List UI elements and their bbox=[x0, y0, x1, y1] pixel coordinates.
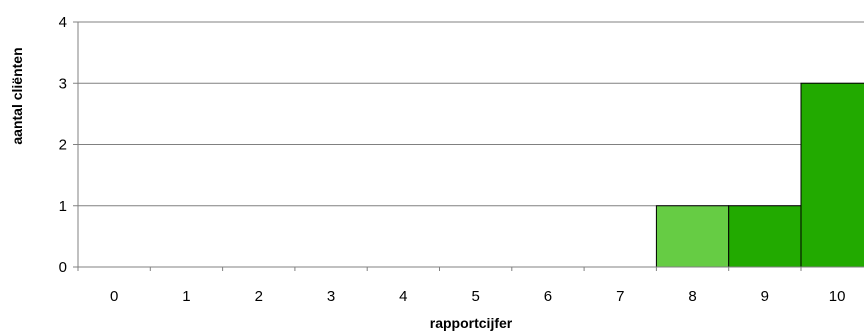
x-tick-label: 1 bbox=[182, 288, 190, 305]
y-tick-label: 4 bbox=[59, 14, 67, 31]
x-tick-labels: 0 1 2 3 4 5 6 7 8 9 10 bbox=[110, 288, 846, 305]
y-axis-title: aantal cliënten bbox=[9, 47, 25, 144]
x-tick-label: 2 bbox=[255, 288, 263, 305]
x-axis-title: rapportcijfer bbox=[430, 315, 513, 331]
y-tick-label: 0 bbox=[59, 259, 67, 276]
bars bbox=[655, 82, 864, 268]
x-tick-label: 9 bbox=[761, 288, 769, 305]
y-tick-label: 1 bbox=[59, 198, 67, 215]
x-tick-label: 8 bbox=[688, 288, 696, 305]
axes bbox=[73, 21, 864, 271]
x-tick-label: 5 bbox=[471, 288, 479, 305]
bar-8 bbox=[655, 205, 730, 268]
gridlines bbox=[78, 21, 864, 207]
y-tick-label: 2 bbox=[59, 137, 67, 154]
x-tick-label: 3 bbox=[327, 288, 335, 305]
bar-9 bbox=[728, 205, 802, 268]
x-tick-label: 6 bbox=[544, 288, 552, 305]
x-tick-label: 10 bbox=[829, 288, 846, 305]
x-tick-label: 0 bbox=[110, 288, 118, 305]
x-tick-label: 4 bbox=[399, 288, 407, 305]
bar-10 bbox=[800, 82, 864, 268]
x-tick-label: 7 bbox=[616, 288, 624, 305]
y-tick-label: 3 bbox=[59, 75, 67, 92]
y-tick-labels: 0 1 2 3 4 bbox=[59, 14, 67, 276]
